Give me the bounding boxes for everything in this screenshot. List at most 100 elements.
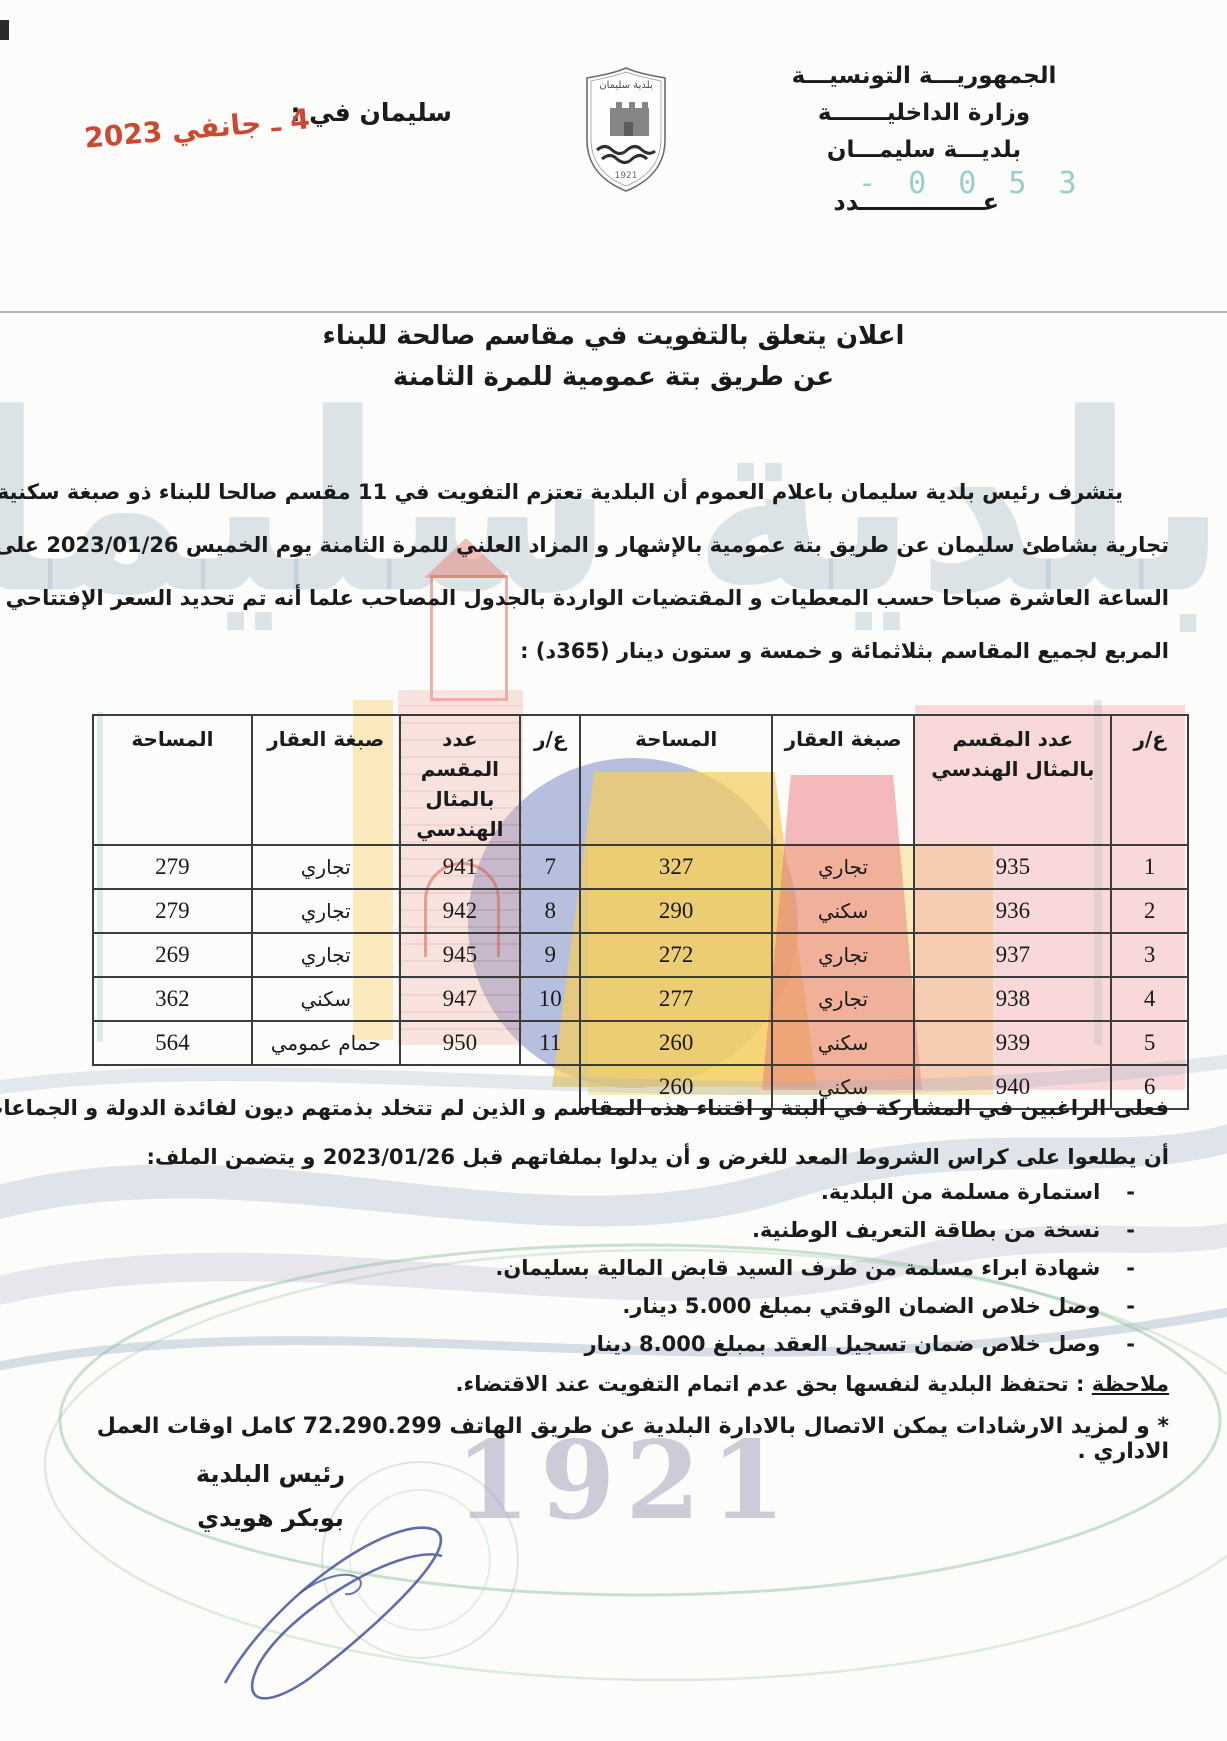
cell-plot: 935	[913, 844, 1113, 890]
cell-area: 564	[92, 1020, 253, 1066]
cell-type: تجاري	[250, 888, 401, 934]
letterhead-republic: الجمهوريـــة التونسيـــة	[791, 63, 1057, 89]
col-header-plot-line1: عدد المقسم	[420, 727, 499, 781]
cell-area: 260	[579, 1020, 773, 1066]
intro-line-1: يتشرف رئيس بلدية سليمان باعلام العموم أن…	[0, 480, 1123, 504]
cell-plot: 936	[913, 888, 1113, 934]
dash-marker: -	[1126, 1180, 1135, 1204]
note-label: ملاحظة	[1091, 1372, 1169, 1396]
col-header-plot: عدد المقسم بالمثال الهندسي	[913, 714, 1113, 846]
col-header-plot: عدد المقسم بالمثال الهندسي	[398, 714, 522, 846]
col-header-type: صبغة العقار	[770, 714, 916, 846]
list-item-text: وصل خلاص ضمان تسجيل العقد بمبلغ 8.000 دي…	[584, 1332, 1101, 1356]
document-number-label: عـــــــــــــــدد	[833, 188, 999, 216]
cell-type: تجاري	[250, 844, 401, 890]
dash-marker: -	[1126, 1218, 1135, 1242]
scan-artifact-line	[0, 311, 1227, 313]
contact-line: * و لمزيد الارشادات يمكن الاتصال بالادار…	[96, 1414, 1169, 1464]
list-item-text: نسخة من بطاقة التعريف الوطنية.	[751, 1218, 1101, 1242]
handwritten-signature	[223, 1526, 443, 1700]
announcement-title-line2: عن طريق بتة عمومية للمرة الثامنة	[392, 362, 835, 392]
seal-title-text: بلدية سليمان	[599, 80, 653, 91]
list-item: - وصل خلاص الضمان الوقتي بمبلغ 5.000 دينا…	[58, 1294, 1135, 1332]
emblem-arcs-watermark	[43, 1243, 1227, 1682]
cell-no: 11	[519, 1020, 582, 1066]
scan-artifact-mark	[0, 20, 9, 40]
date-place-label: سليمان في :	[290, 98, 452, 127]
cell-plot: 939	[913, 1020, 1113, 1066]
cell-area: 290	[579, 888, 773, 934]
cell-no: 7	[519, 844, 582, 890]
list-item: - شهادة ابراء مسلمة من طرف السيد قابض الم…	[58, 1256, 1135, 1294]
col-header-no: ع/ر	[519, 714, 582, 846]
cell-plot: 950	[398, 1020, 522, 1066]
cell-plot: 945	[398, 932, 522, 978]
col-header-area: المساحة	[92, 714, 253, 846]
cell-no: 4	[1110, 976, 1189, 1022]
announcement-title-line1: اعلان يتعلق بالتفويت في مقاسم صالحة للبن…	[322, 321, 905, 351]
intro-line-2: تجارية بشاطئ سليمان عن طريق بتة عمومية ب…	[0, 533, 1169, 557]
cell-type: تجاري	[770, 844, 916, 890]
dash-marker: -	[1126, 1332, 1135, 1356]
intro-line-4: المربع لجميع المقاسم بثلاثمائة و خمسة و …	[520, 639, 1169, 663]
col-header-no: ع/ر	[1110, 714, 1189, 846]
dash-marker: -	[1126, 1294, 1135, 1318]
table-header-row: ع/ر عدد المقسم بالمثال الهندسي صبغة العقا…	[92, 714, 1189, 846]
cell-area: 279	[92, 844, 253, 890]
required-documents-list: - استمارة مسلمة من البلدية. - نسخة من بطاق…	[58, 1180, 1135, 1370]
cell-type: حمام عمومي	[250, 1020, 401, 1066]
list-item: - استمارة مسلمة من البلدية.	[58, 1180, 1135, 1218]
cell-plot: 937	[913, 932, 1113, 978]
col-header-type: صبغة العقار	[250, 714, 401, 846]
intro-line-3: الساعة العاشرة صباحا حسب المعطيات و المق…	[0, 586, 1169, 610]
cell-area: 269	[92, 932, 253, 978]
col-header-plot-line1: عدد المقسم	[952, 727, 1074, 751]
conditions-paragraph: فعلى الراغبين في المشاركة في البتة و اقت…	[0, 1084, 1169, 1182]
table-row: 4 938 تجاري 277 10 947 سكني 362	[92, 976, 1189, 1022]
table-row: 3 937 تجاري 272 9 945 تجاري 269	[92, 932, 1189, 978]
cell-type: تجاري	[250, 932, 401, 978]
cell-no: 10	[519, 976, 582, 1022]
table-row: 5 939 سكني 260 11 950 حمام عمومي 564	[92, 1020, 1189, 1066]
dash-marker: -	[1126, 1256, 1135, 1280]
col-header-area: المساحة	[579, 714, 773, 846]
cell-plot: 942	[398, 888, 522, 934]
note-text: : تحتفظ البلدية لنفسها بحق عدم اتمام الت…	[455, 1372, 1085, 1396]
cell-area: 272	[579, 932, 773, 978]
plots-table-wrapper: ع/ر عدد المقسم بالمثال الهندسي صبغة العقا…	[92, 714, 1189, 1110]
cell-no: 3	[1110, 932, 1189, 978]
cell-area: 279	[92, 888, 253, 934]
serial-number-stamp: - 0 0 5 3	[858, 166, 1084, 201]
table-row: 2 936 سكني 290 8 942 تجاري 279	[92, 888, 1189, 934]
municipality-seal: بلدية سليمان 1921	[580, 64, 672, 196]
intro-paragraph: يتشرف رئيس بلدية سليمان باعلام العموم أن…	[0, 466, 1169, 678]
cell-type: سكني	[770, 888, 916, 934]
conditions-line-1: فعلى الراغبين في المشاركة في البتة و اقت…	[0, 1096, 1169, 1120]
cell-no: 6	[1110, 1064, 1189, 1110]
date-stamp: 4 ـ جانفي 2023	[83, 102, 311, 155]
cell-plot: 947	[398, 976, 522, 1022]
cell-type: تجاري	[770, 976, 916, 1022]
cell-no: 1	[1110, 844, 1189, 890]
list-item: - وصل خلاص ضمان تسجيل العقد بمبلغ 8.000 د…	[58, 1332, 1136, 1370]
cell-no: 5	[1110, 1020, 1189, 1066]
cell-no: 2	[1110, 888, 1189, 934]
list-item: - نسخة من بطاقة التعريف الوطنية.	[58, 1218, 1135, 1256]
plots-table: ع/ر عدد المقسم بالمثال الهندسي صبغة العقا…	[92, 714, 1189, 1110]
cell-no: 8	[519, 888, 582, 934]
cell-area: 362	[92, 976, 253, 1022]
conditions-line-2: أن يطلعوا على كراس الشروط المعد للغرض و …	[146, 1145, 1169, 1169]
cell-type: سكني	[250, 976, 401, 1022]
cell-plot: 941	[398, 844, 522, 890]
cell-type: سكني	[770, 1020, 916, 1066]
list-item-text: شهادة ابراء مسلمة من طرف السيد قابض الما…	[495, 1256, 1101, 1280]
letterhead: الجمهوريـــة التونسيـــة وزارة الداخليــ…	[759, 58, 1089, 169]
list-item-text: وصل خلاص الضمان الوقتي بمبلغ 5.000 دينار…	[622, 1294, 1101, 1318]
signature-block: رئيس البلدية بوبكر هويدي	[158, 1452, 383, 1540]
table-row: 1 935 تجاري 327 7 941 تجاري 279	[92, 844, 1189, 890]
cell-area: 277	[579, 976, 773, 1022]
col-header-plot-line2: بالمثال الهندسي	[931, 757, 1095, 781]
signature-name: بوبكر هويدي	[197, 1504, 344, 1532]
letterhead-ministry: وزارة الداخليـــــــة	[817, 100, 1031, 126]
